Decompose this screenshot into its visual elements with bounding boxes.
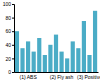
y-tick-mark [12,18,14,19]
bar [71,41,75,72]
bar [15,31,19,72]
y-tick: 60 [5,28,14,34]
plot: 0 20 40 60 80 100 (1) ABS (2) Fly ash(3) Positi… [3,1,100,79]
bars [15,11,97,72]
y-tick: 40 [5,42,14,48]
y-tick-label: 60 [5,28,11,34]
y-tick: 100 [3,1,14,7]
x-tick-label: (1) ABS [19,74,37,80]
y-tick-label: 100 [3,1,12,7]
bar [76,48,80,72]
x-axis: (1) ABS (2) Fly ash(3) Positive [15,72,100,80]
bar [59,52,63,72]
x-tick: (2) Fly ash [50,72,74,80]
y-tick-mark [12,72,14,73]
y-tick-label: 20 [5,56,11,62]
bar [93,11,97,72]
y-tick: 20 [5,56,14,62]
bar [48,45,52,72]
y-tick-label: 80 [5,15,11,21]
y-tick-label: 0 [8,69,11,75]
x-tick: (1) ABS [19,72,37,80]
y-tick-label: 40 [5,42,11,48]
chart: 0 20 40 60 80 100 (1) ABS (2) Fly ash(3) Positi… [0,0,100,83]
bar [37,38,41,72]
bar [20,48,24,72]
y-tick: 80 [5,15,14,21]
y-tick-mark [12,58,14,59]
bar [82,21,86,72]
x-tick-label: (3) Positive [77,74,100,80]
bar [32,52,36,72]
y-axis: 0 20 40 60 80 100 [3,1,15,75]
y-axis-line [12,5,15,73]
bar [26,41,30,72]
x-tick: (3) Positive [77,72,100,80]
bar [43,55,47,72]
y-tick: 0 [8,69,14,75]
y-tick-mark [12,45,14,46]
y-tick-mark [12,4,14,5]
bar [87,55,91,72]
y-tick-mark [12,31,14,32]
x-tick-label: (2) Fly ash [50,74,74,80]
bar [54,35,58,72]
bar [65,58,69,72]
